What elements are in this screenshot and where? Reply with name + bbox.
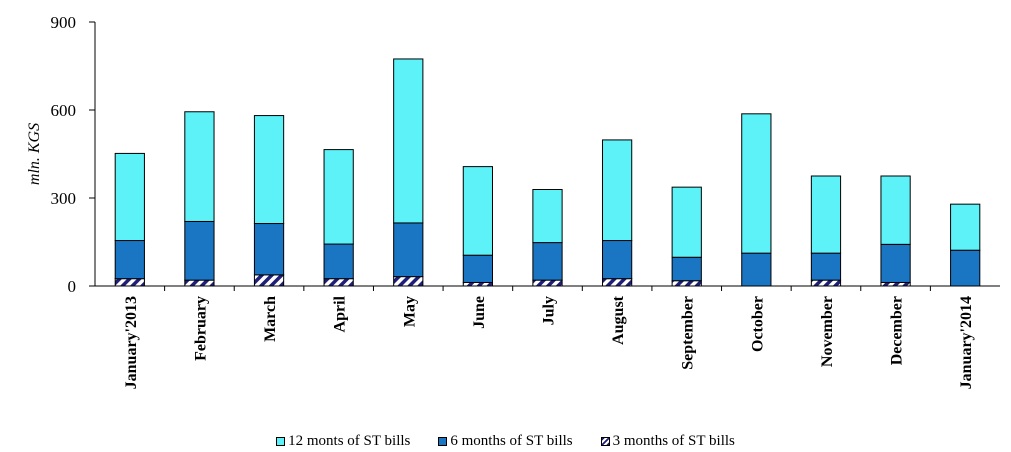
bar-segment-6m bbox=[950, 249, 981, 287]
bar-segment-12m bbox=[810, 175, 842, 254]
bar-segment-12m bbox=[462, 166, 494, 256]
x-category-label: August bbox=[610, 295, 627, 345]
x-category-label: January'2014 bbox=[958, 296, 975, 389]
legend: 12 monts of ST bills 6 months of ST bills… bbox=[0, 431, 1011, 451]
bar-segment-12m bbox=[393, 58, 424, 224]
x-category-label: December bbox=[889, 296, 906, 365]
bar-segment-12m bbox=[671, 186, 702, 258]
y-axis-label: mln. KGS bbox=[26, 123, 43, 185]
bar-segment-3m bbox=[462, 281, 494, 287]
bar-segment-12m bbox=[184, 111, 215, 222]
bar-segment-6m bbox=[323, 243, 354, 280]
bar-segment-3m bbox=[253, 274, 285, 287]
bar-segment-6m bbox=[114, 240, 145, 280]
bars bbox=[114, 58, 981, 287]
bar-segment-6m bbox=[184, 220, 215, 281]
bar-segment-12m bbox=[114, 152, 145, 242]
legend-item: 6 months of ST bills bbox=[438, 432, 573, 450]
y-tick-labels: 0 300 600 900 bbox=[51, 13, 77, 296]
bar-segment-12m bbox=[323, 149, 354, 245]
bar-segment-3m bbox=[532, 279, 563, 287]
x-category-label: February bbox=[192, 296, 209, 361]
bar-segment-3m bbox=[880, 281, 911, 287]
x-category-label: January'2013 bbox=[123, 296, 140, 389]
bar-segment-3m bbox=[810, 279, 842, 287]
x-category-labels: January'2013 February March April May June Jul… bbox=[123, 295, 975, 389]
bar-segment-12m bbox=[741, 113, 772, 254]
y-tick-label: 300 bbox=[51, 189, 77, 208]
bar-segment-6m bbox=[601, 240, 633, 280]
x-category-label: July bbox=[541, 296, 558, 325]
bar-segment-12m bbox=[950, 203, 981, 251]
legend-swatch bbox=[600, 436, 610, 446]
bar-segment-12m bbox=[880, 175, 911, 245]
bar-segment-12m bbox=[601, 139, 633, 242]
x-category-label: September bbox=[680, 296, 697, 370]
x-category-label: April bbox=[332, 295, 349, 332]
legend-label: 12 monts of ST bills bbox=[288, 432, 411, 449]
legend-label: 6 months of ST bills bbox=[450, 432, 573, 449]
bar-segment-3m bbox=[184, 279, 215, 287]
x-category-label: October bbox=[749, 296, 766, 352]
legend-item: 12 monts of ST bills bbox=[276, 433, 410, 450]
bar-segment-6m bbox=[532, 242, 563, 281]
bar-segment-6m bbox=[393, 222, 424, 278]
x-category-label: March bbox=[262, 296, 279, 342]
y-tick-label: 600 bbox=[51, 101, 77, 120]
x-category-label: June bbox=[471, 296, 488, 329]
bar-segment-6m bbox=[880, 243, 911, 283]
bar-segment-6m bbox=[671, 256, 702, 282]
x-category-label: May bbox=[401, 296, 418, 327]
bar-segment-3m bbox=[601, 278, 633, 287]
bar-segment-6m bbox=[462, 254, 494, 283]
bar-segment-3m bbox=[114, 278, 145, 287]
bar-segment-6m bbox=[253, 223, 285, 276]
bar-segment-3m bbox=[671, 280, 702, 287]
y-tick-label: 900 bbox=[51, 13, 77, 32]
legend-item: 3 months of ST bills bbox=[600, 432, 735, 450]
bar-segment-6m bbox=[810, 252, 842, 281]
bar-segment-3m bbox=[323, 278, 354, 287]
y-tick-label: 0 bbox=[68, 277, 77, 296]
bar-segment-12m bbox=[253, 115, 285, 225]
legend-label: 3 months of ST bills bbox=[612, 432, 735, 449]
bar-segment-3m bbox=[393, 276, 424, 287]
bar-segment-6m bbox=[741, 252, 772, 287]
x-category-label: November bbox=[819, 296, 836, 367]
legend-swatch bbox=[438, 436, 448, 446]
bar-segment-12m bbox=[532, 188, 563, 244]
legend-swatch bbox=[276, 436, 286, 446]
